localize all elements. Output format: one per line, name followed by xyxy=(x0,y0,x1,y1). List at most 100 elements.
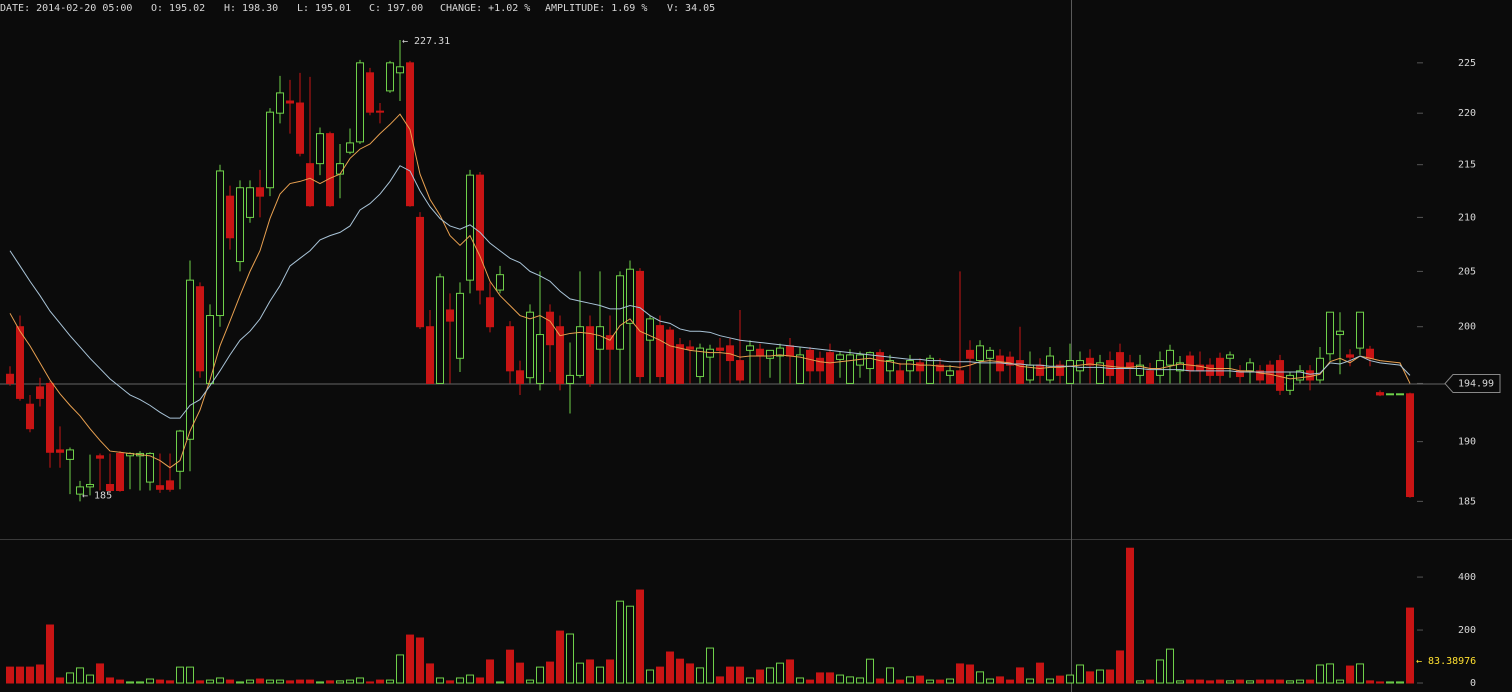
candle-body xyxy=(896,370,904,384)
volume-bar xyxy=(126,681,134,684)
candle-body xyxy=(546,311,554,346)
volume-bar xyxy=(876,678,884,684)
candle-body xyxy=(26,403,34,430)
volume-bar xyxy=(416,637,424,684)
candle-body xyxy=(196,286,204,372)
volume-bar xyxy=(986,678,994,684)
volume-bar xyxy=(246,679,254,684)
volume-bar xyxy=(896,679,904,684)
volume-bar xyxy=(326,680,334,684)
volume-bar xyxy=(176,666,184,684)
volume-bar xyxy=(316,681,324,684)
volume-bar xyxy=(1366,680,1374,684)
candle-body xyxy=(606,335,614,350)
volume-bar xyxy=(1256,679,1264,684)
candle-body xyxy=(1066,360,1074,384)
candle-body xyxy=(516,370,524,384)
volume-bar xyxy=(6,666,14,684)
candle-body xyxy=(836,354,844,360)
y-tick-label: 215 xyxy=(1458,160,1476,171)
candle-body xyxy=(1186,355,1194,372)
candle-body xyxy=(776,347,784,357)
candle-body xyxy=(876,352,884,384)
volume-bar xyxy=(446,680,454,684)
volume-bar xyxy=(86,674,94,684)
candle-body xyxy=(1096,362,1104,384)
candle-body xyxy=(36,386,44,399)
volume-bar xyxy=(516,662,524,684)
volume-bar xyxy=(196,680,204,684)
candle-body xyxy=(926,357,934,384)
volume-bar xyxy=(636,589,644,684)
volume-bar xyxy=(576,662,584,684)
volume-bar xyxy=(156,679,164,684)
candle-body xyxy=(156,485,164,490)
candle-body xyxy=(626,268,634,324)
candle-body xyxy=(346,142,354,153)
volume-bar xyxy=(676,658,684,684)
candle-body xyxy=(1136,364,1144,376)
volume-bar xyxy=(556,630,564,684)
candle-body xyxy=(1246,362,1254,372)
volume-tick-label: 400 xyxy=(1458,572,1476,583)
volume-bar xyxy=(606,659,614,684)
volume-bar xyxy=(1406,607,1414,684)
candle-body xyxy=(1016,360,1024,384)
candle-body xyxy=(46,382,54,453)
volume-bar xyxy=(806,679,814,684)
volume-bar xyxy=(96,663,104,684)
volume-bar xyxy=(1026,678,1034,684)
candle-body xyxy=(616,275,624,350)
volume-bar xyxy=(746,677,754,684)
y-tick-label: 185 xyxy=(1458,496,1476,507)
volume-bar xyxy=(616,600,624,684)
moving-average xyxy=(9,113,1411,469)
volume-bar xyxy=(1076,664,1084,684)
volume-bar xyxy=(866,658,874,684)
volume-bar xyxy=(836,674,844,684)
volume-bar xyxy=(206,679,214,684)
volume-bar xyxy=(436,677,444,684)
candle-body xyxy=(976,345,984,362)
volume-bar xyxy=(546,661,554,684)
info-bar: DATE: 2014-02-20 05:00 O: 195.02 H: 198.… xyxy=(0,3,715,14)
candle-body xyxy=(116,452,124,491)
candle-body xyxy=(376,110,384,113)
candle-body xyxy=(716,347,724,351)
volume-bar xyxy=(406,634,414,684)
candle-body xyxy=(566,374,574,384)
candle-body xyxy=(596,326,604,350)
candle-body xyxy=(656,325,664,378)
volume-bar xyxy=(996,676,1004,684)
volume-bar xyxy=(596,666,604,684)
volume-bar xyxy=(966,664,974,684)
candle-body xyxy=(816,357,824,372)
candle-body xyxy=(466,174,474,281)
volume-bar xyxy=(356,677,364,684)
candle-body xyxy=(906,360,914,372)
info-item: O: 195.02 xyxy=(151,3,205,14)
volume-bar xyxy=(486,659,494,684)
volume-bar xyxy=(716,676,724,684)
volume-tick-label: 0 xyxy=(1470,678,1476,689)
volume-bar xyxy=(1246,680,1254,684)
candle-body xyxy=(106,483,114,491)
candle-body xyxy=(286,100,294,104)
volume-bar xyxy=(506,649,514,684)
candle-body xyxy=(886,360,894,372)
candle-body xyxy=(826,352,834,384)
volume-bar xyxy=(886,667,894,684)
volume-bar xyxy=(1306,679,1314,684)
volume-bar xyxy=(286,680,294,684)
candle-body xyxy=(1036,364,1044,376)
candle-body xyxy=(1306,370,1314,381)
volume-bar xyxy=(926,679,934,684)
volume-bar xyxy=(16,666,24,684)
candle-body xyxy=(526,311,534,379)
volume-bar xyxy=(146,678,154,684)
info-item: DATE: 2014-02-20 05:00 xyxy=(0,3,132,14)
candle-body xyxy=(1226,354,1234,359)
candle-body xyxy=(746,345,754,351)
candle-body xyxy=(56,449,64,453)
